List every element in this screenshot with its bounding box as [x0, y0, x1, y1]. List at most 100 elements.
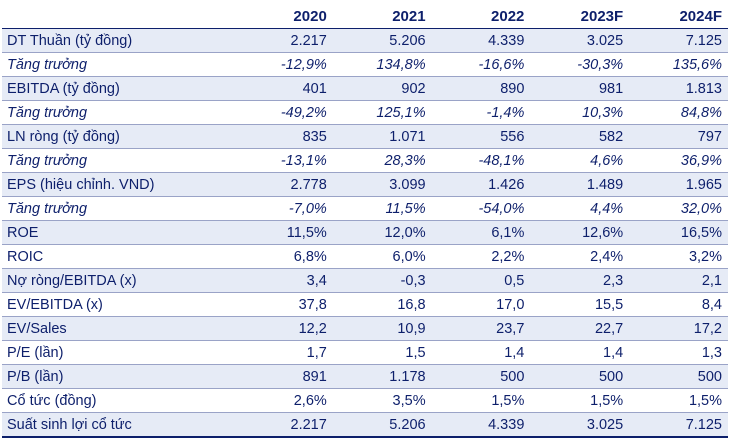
row-value: 1,5%: [629, 388, 728, 413]
row-value: 1.071: [332, 124, 432, 149]
row-value: 500: [431, 364, 531, 389]
table-row: DT Thuần (tỷ đồng) 2.217 5.206 4.339 3.025 7.…: [2, 28, 728, 53]
header-row: 2020 2021 2022 2023F 2024F: [2, 0, 728, 29]
row-label: ROIC: [2, 244, 234, 269]
row-value: 1.426: [431, 172, 531, 197]
row-value: 135,6%: [629, 52, 728, 77]
header-year: 2023F: [530, 0, 630, 29]
row-value: 4.339: [431, 28, 531, 53]
row-value: 12,6%: [530, 220, 630, 245]
row-value: 2,2%: [431, 244, 531, 269]
row-value: 4,4%: [530, 196, 630, 221]
row-value: 2.217: [234, 28, 333, 53]
table-row: Suất sinh lợi cổ tức 2.217 5.206 4.339 3.025…: [2, 412, 728, 438]
row-value: 902: [332, 76, 432, 101]
row-value: 23,7: [431, 316, 531, 341]
row-value: -12,9%: [234, 52, 333, 77]
row-value: 2,4%: [530, 244, 630, 269]
table-row: LN ròng (tỷ đồng) 835 1.071 556 582 797: [2, 124, 728, 149]
row-value: 11,5%: [234, 220, 333, 245]
row-value: 4,6%: [530, 148, 630, 173]
header-year: 2020: [234, 0, 333, 29]
row-value: 1,4: [431, 340, 531, 365]
row-value: 12,2: [234, 316, 333, 341]
row-value: 500: [530, 364, 630, 389]
row-value: 11,5%: [332, 196, 432, 221]
row-label: EPS (hiệu chỉnh. VND): [2, 172, 234, 197]
row-label: EBITDA (tỷ đồng): [2, 76, 234, 101]
table-row: Cổ tức (đồng) 2,6% 3,5% 1,5% 1,5% 1,5%: [2, 388, 728, 413]
row-value: 17,2: [629, 316, 728, 341]
row-value: 3,5%: [332, 388, 432, 413]
row-value: 3,2%: [629, 244, 728, 269]
row-label: Nợ ròng/EBITDA (x): [2, 268, 234, 293]
table-row: ROIC 6,8% 6,0% 2,2% 2,4% 3,2%: [2, 244, 728, 269]
table-row: Tăng trưởng -12,9% 134,8% -16,6% -30,3% 135,6…: [2, 52, 728, 77]
row-value: 3,4: [234, 268, 333, 293]
row-value: -48,1%: [431, 148, 531, 173]
row-value: 797: [629, 124, 728, 149]
row-value: 15,5: [530, 292, 630, 317]
row-value: 22,7: [530, 316, 630, 341]
row-value: 28,3%: [332, 148, 432, 173]
row-value: 1,4: [530, 340, 630, 365]
row-value: 5.206: [332, 412, 432, 438]
row-label: LN ròng (tỷ đồng): [2, 124, 234, 149]
table-row: Nợ ròng/EBITDA (x) 3,4 -0,3 0,5 2,3 2,1: [2, 268, 728, 293]
row-label: ROE: [2, 220, 234, 245]
row-value: 1,7: [234, 340, 333, 365]
row-value: 134,8%: [332, 52, 432, 77]
row-label: EV/EBITDA (x): [2, 292, 234, 317]
table-row: EV/Sales 12,2 10,9 23,7 22,7 17,2: [2, 316, 728, 341]
row-value: 1,5%: [431, 388, 531, 413]
row-value: -13,1%: [234, 148, 333, 173]
row-value: 401: [234, 76, 333, 101]
row-value: 1.489: [530, 172, 630, 197]
row-value: 125,1%: [332, 100, 432, 125]
table-row: EPS (hiệu chỉnh. VND) 2.778 3.099 1.426 1.48…: [2, 172, 728, 197]
row-value: 4.339: [431, 412, 531, 438]
row-value: 1,3: [629, 340, 728, 365]
row-value: 2,6%: [234, 388, 333, 413]
row-value: 16,5%: [629, 220, 728, 245]
row-value: 10,9: [332, 316, 432, 341]
row-value: 1.178: [332, 364, 432, 389]
header-year: 2022: [431, 0, 531, 29]
row-value: -30,3%: [530, 52, 630, 77]
table-row: EV/EBITDA (x) 37,8 16,8 17,0 15,5 8,4: [2, 292, 728, 317]
row-value: 84,8%: [629, 100, 728, 125]
row-value: 2.778: [234, 172, 333, 197]
row-value: 3.025: [530, 412, 630, 438]
row-value: -16,6%: [431, 52, 531, 77]
row-value: -54,0%: [431, 196, 531, 221]
row-value: 0,5: [431, 268, 531, 293]
row-value: 2,3: [530, 268, 630, 293]
header-label: [2, 0, 234, 29]
row-value: 6,8%: [234, 244, 333, 269]
row-value: 37,8: [234, 292, 333, 317]
row-value: 12,0%: [332, 220, 432, 245]
row-value: 500: [629, 364, 728, 389]
table-row: Tăng trưởng -49,2% 125,1% -1,4% 10,3% 84,8%: [2, 100, 728, 125]
row-value: 16,8: [332, 292, 432, 317]
row-value: -0,3: [332, 268, 432, 293]
row-value: 1,5: [332, 340, 432, 365]
row-value: 6,0%: [332, 244, 432, 269]
row-value: -7,0%: [234, 196, 333, 221]
row-value: 5.206: [332, 28, 432, 53]
row-value: 17,0: [431, 292, 531, 317]
row-value: 835: [234, 124, 333, 149]
row-value: 32,0%: [629, 196, 728, 221]
table-row: P/B (lần) 891 1.178 500 500 500: [2, 364, 728, 389]
table-row: Tăng trưởng -7,0% 11,5% -54,0% 4,4% 32,0%: [2, 196, 728, 221]
row-value: 2.217: [234, 412, 333, 438]
row-label: EV/Sales: [2, 316, 234, 341]
row-value: -49,2%: [234, 100, 333, 125]
row-label: P/E (lần): [2, 340, 234, 365]
row-value: 7.125: [629, 412, 728, 438]
row-label: Tăng trưởng: [2, 100, 234, 125]
row-value: 891: [234, 364, 333, 389]
row-label: P/B (lần): [2, 364, 234, 389]
row-value: 6,1%: [431, 220, 531, 245]
